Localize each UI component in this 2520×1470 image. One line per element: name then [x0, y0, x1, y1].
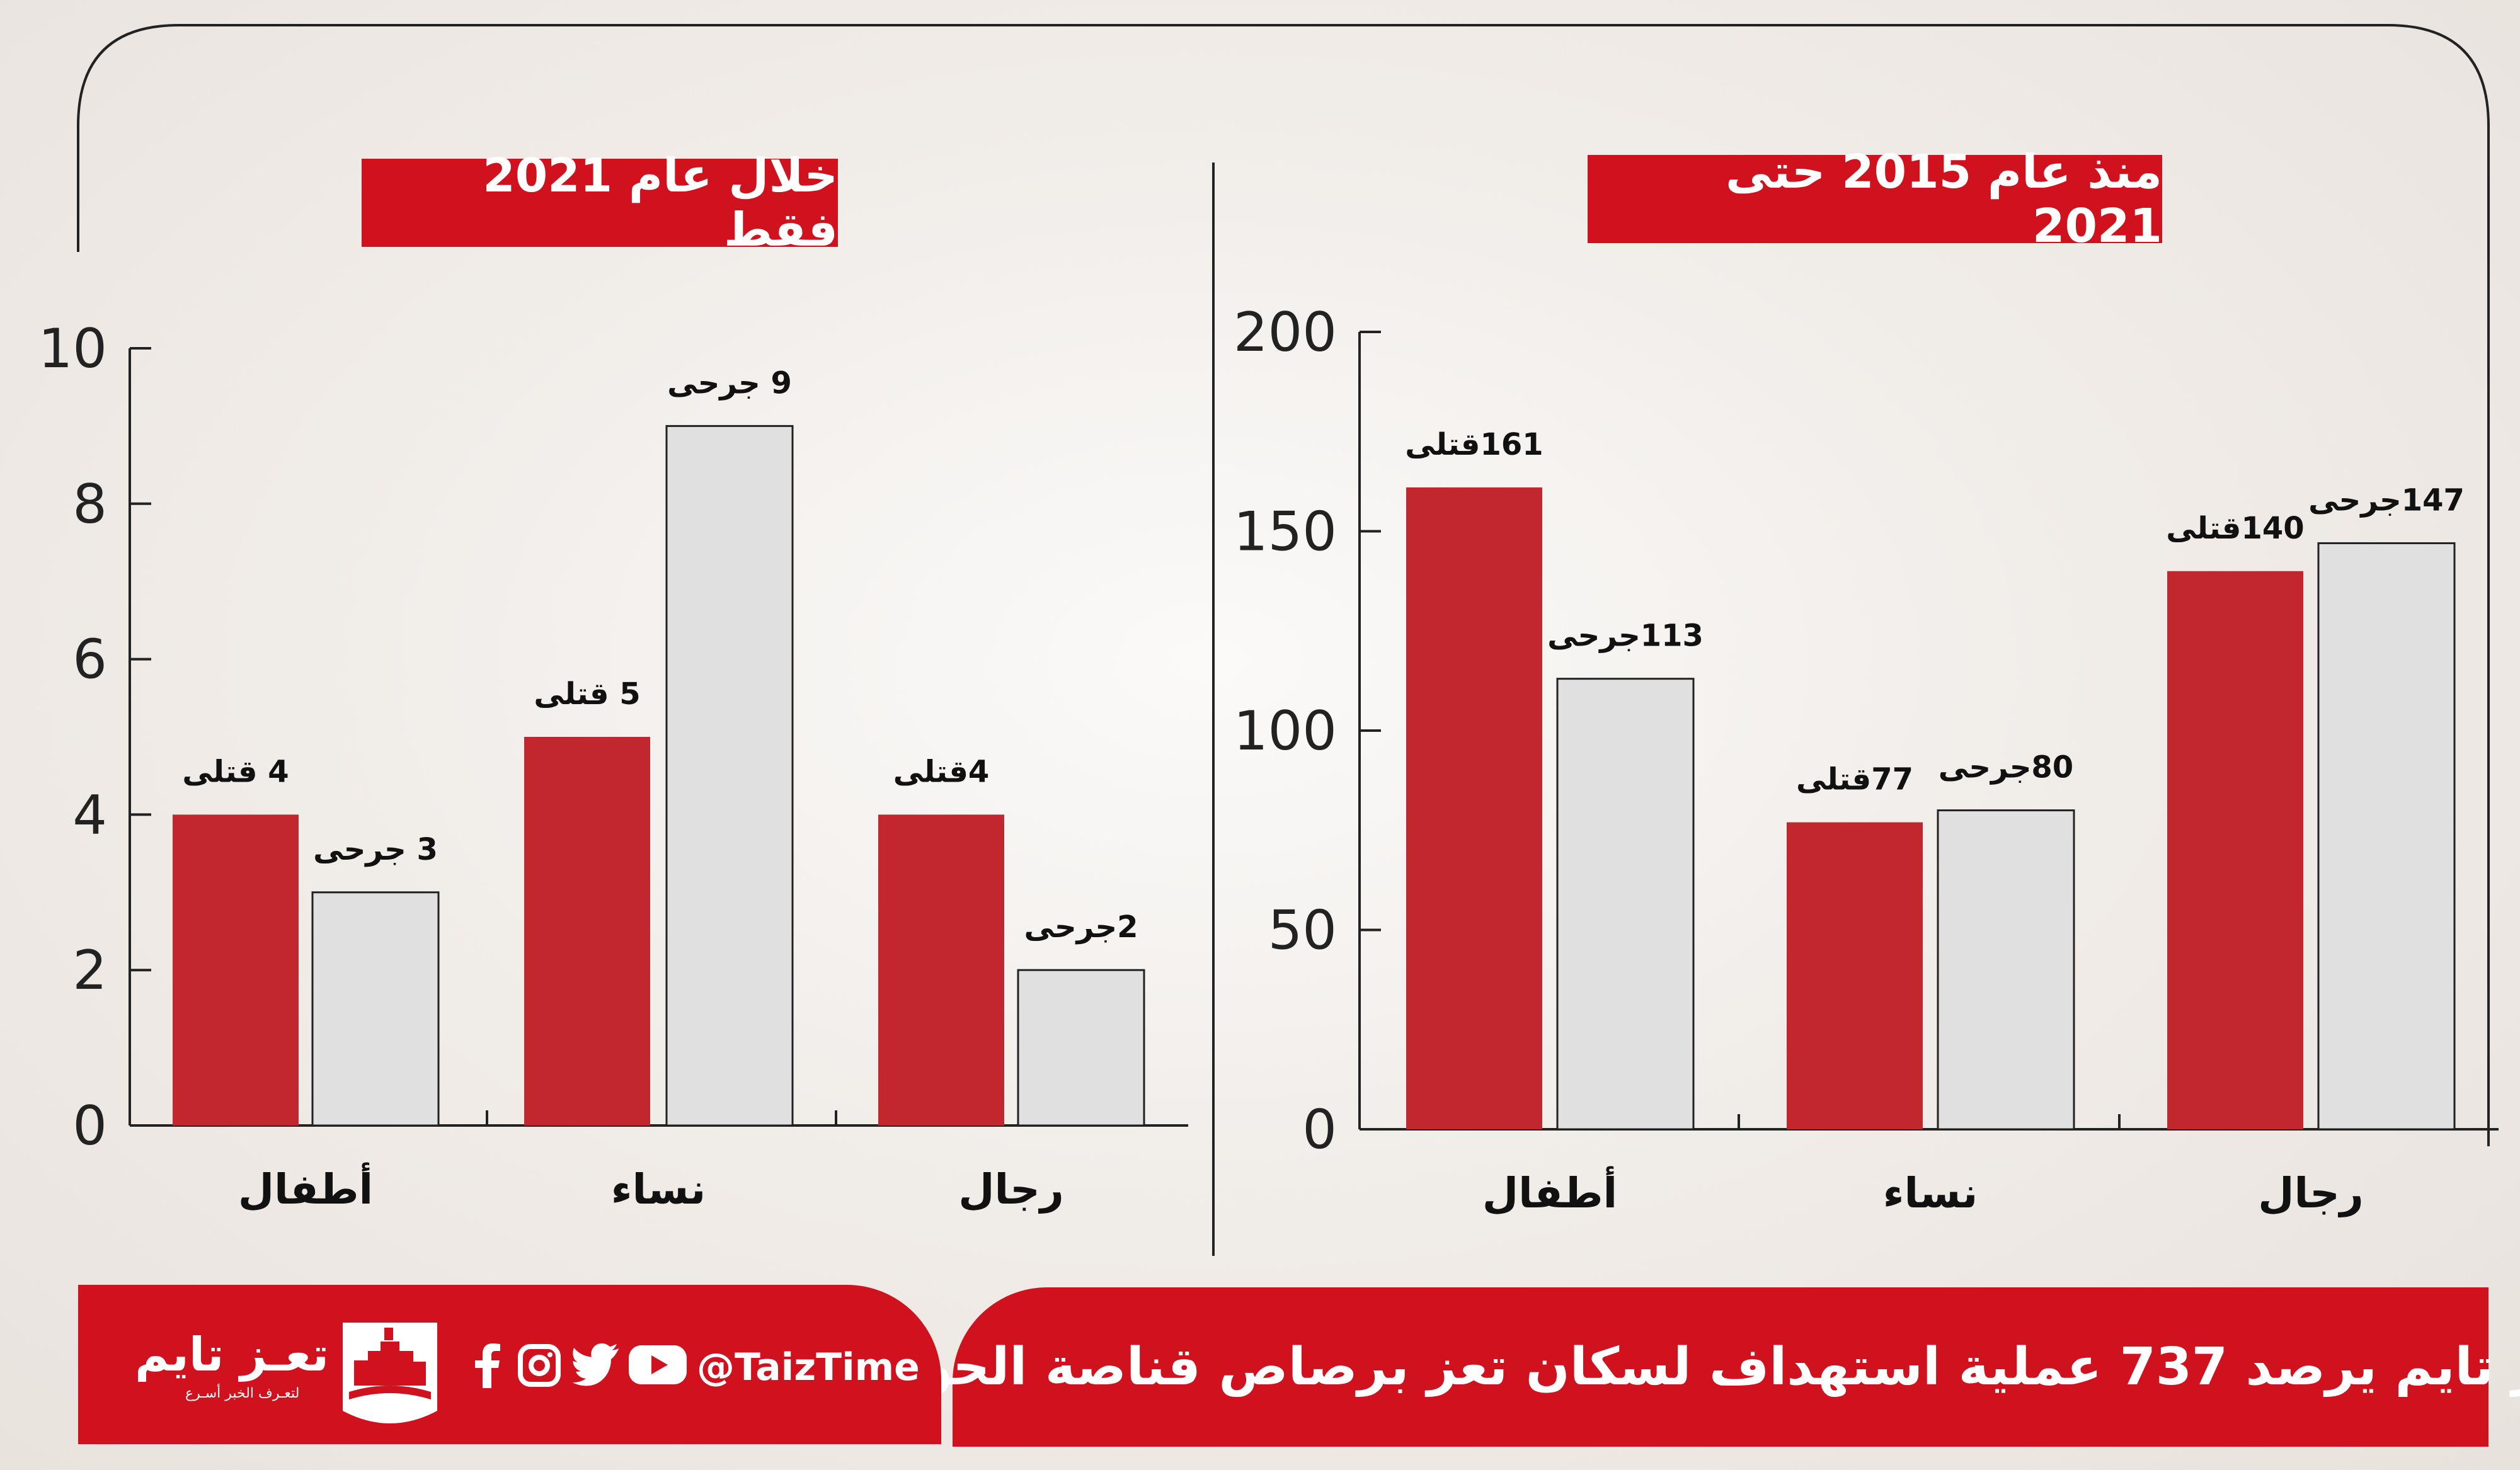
right-bar-killed — [2167, 571, 2303, 1129]
brand-tagline: لتعـرف الخبر أسـرع — [185, 1386, 300, 1401]
left-data-label-killed: 4 قتلى — [182, 754, 289, 789]
left-data-label-killed: 5 قتلى — [534, 676, 640, 712]
right-bar-injured — [1556, 678, 1695, 1131]
left-y-tick-label: 4 — [72, 783, 107, 846]
left-data-label-injured: 9 جرحى — [667, 365, 792, 401]
brand-name: تعـز تايم — [135, 1328, 329, 1382]
right-data-label-killed: 161قتلى — [1405, 427, 1543, 462]
instagram-icon[interactable] — [517, 1343, 562, 1388]
brand-logo — [343, 1323, 437, 1423]
left-category-label: رجال — [958, 1165, 1064, 1214]
left-category-label: نساء — [611, 1165, 706, 1214]
brand-banner — [78, 1285, 941, 1444]
twitter-handle[interactable]: @TaizTime — [697, 1345, 920, 1389]
left-y-tick-label: 2 — [72, 939, 107, 1002]
youtube-icon[interactable] — [627, 1343, 688, 1387]
headline-banner: تعز تايم يرصد 737 عملية استهداف لسكان تع… — [849, 1287, 2520, 1447]
left-y-tick-label: 8 — [72, 473, 107, 536]
right-data-label-killed: 140قتلى — [2166, 511, 2304, 546]
chart-right-title: منذ عام 2015 حتى 2021 — [1588, 145, 2162, 253]
left-bar-injured — [665, 424, 794, 1127]
right-data-label-injured: 147جرحى — [2308, 482, 2465, 518]
facebook-icon[interactable] — [474, 1343, 501, 1388]
right-bar-killed — [1787, 822, 1923, 1129]
left-bar-injured — [311, 891, 440, 1127]
right-y-tick-label: 0 — [1302, 1098, 1337, 1161]
headline-text: تعز تايم يرصد 737 عملية استهداف لسكان تع… — [849, 1337, 2520, 1397]
left-category-label: أطفال — [238, 1162, 373, 1214]
left-data-label-injured: 3 جرحى — [313, 832, 438, 867]
right-bar-killed — [1406, 487, 1542, 1129]
left-y-tick-label: 6 — [72, 629, 107, 692]
right-category-label: رجال — [2258, 1169, 2364, 1217]
right-category-label: أطفال — [1482, 1166, 1617, 1217]
right-y-tick-label: 150 — [1234, 501, 1337, 564]
left-bar-killed — [524, 737, 650, 1125]
chart-left-title: خلال عام 2021 فقط — [362, 149, 838, 257]
right-y-tick-label: 50 — [1268, 899, 1337, 962]
right-data-label-injured: 80جرحى — [1939, 750, 2073, 785]
right-data-label-killed: 77قتلى — [1796, 762, 1913, 797]
left-bar-injured — [1017, 969, 1145, 1127]
left-y-tick-label: 0 — [72, 1095, 107, 1158]
right-bar-injured — [2317, 542, 2456, 1131]
frame-outline — [77, 24, 2490, 1146]
left-bar-killed — [878, 814, 1004, 1125]
left-bar-killed — [173, 814, 299, 1125]
twitter-icon[interactable] — [572, 1343, 622, 1387]
right-y-tick-label: 200 — [1234, 301, 1337, 364]
right-y-tick-label: 100 — [1234, 700, 1337, 763]
right-data-label-injured: 113جرحى — [1547, 618, 1704, 654]
right-category-label: نساء — [1883, 1169, 1978, 1217]
left-y-tick-label: 10 — [38, 317, 107, 380]
left-data-label-killed: 4قتلى — [893, 754, 990, 789]
left-data-label-injured: 2جرحى — [1024, 909, 1138, 945]
right-bar-injured — [1937, 809, 2075, 1131]
